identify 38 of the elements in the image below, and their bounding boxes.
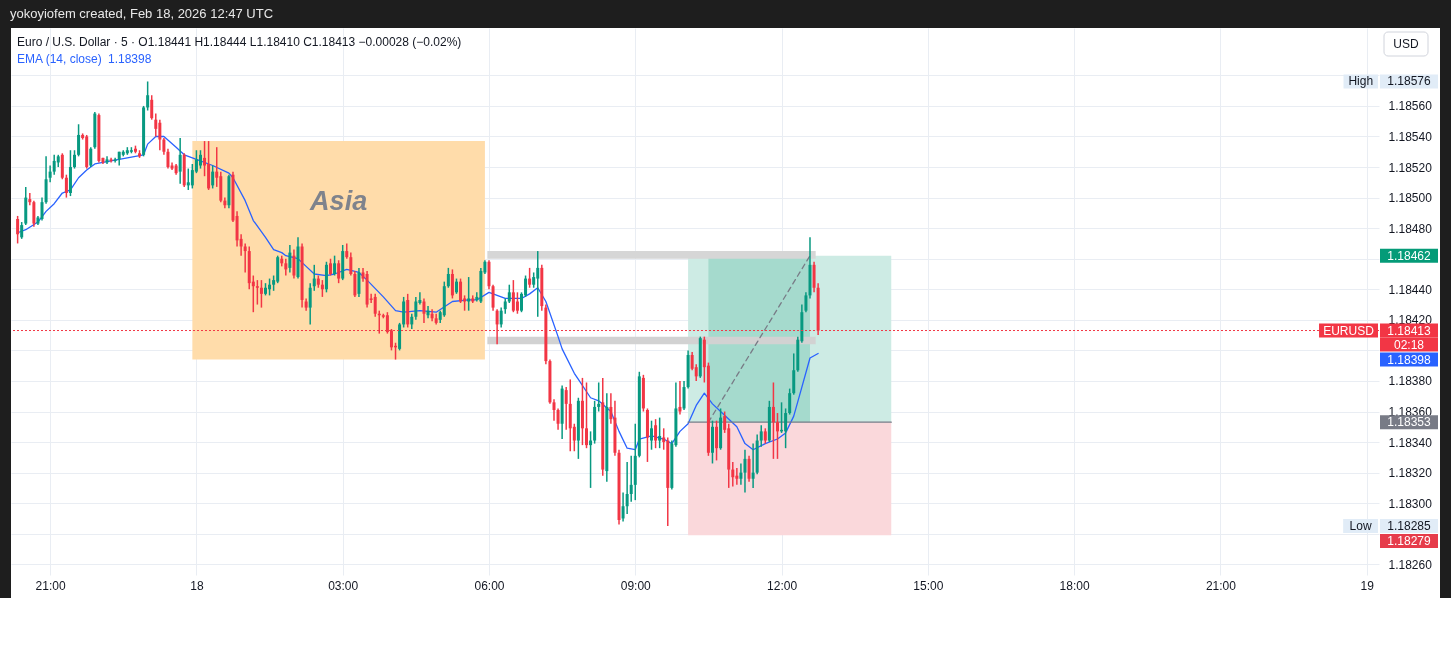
text: 1.18576 bbox=[1387, 74, 1432, 89]
y-tick-label: 1.18300 bbox=[1388, 496, 1433, 511]
y-tick-label: 1.18500 bbox=[1388, 191, 1433, 206]
x-tick-label: 12:00 bbox=[767, 578, 798, 593]
annotation: EURUSD bbox=[1323, 323, 1375, 338]
text: EMA (14, close) bbox=[17, 52, 102, 66]
text: yokoyiofem created, Feb 18, 2026 12:47 UTC bbox=[10, 6, 274, 21]
text: 1.18285 bbox=[1387, 519, 1432, 534]
y-tick-label: 1.18380 bbox=[1388, 374, 1433, 389]
text: 02:18 bbox=[1393, 337, 1425, 352]
x-tick-label: 06:00 bbox=[474, 578, 505, 593]
text: 1.18398 bbox=[1387, 352, 1431, 367]
x-tick-label: 19 bbox=[1360, 578, 1375, 593]
x-tick-label: 18:00 bbox=[1059, 578, 1090, 593]
x-tick-label: 18 bbox=[190, 578, 204, 593]
y-tick-label: 1.18440 bbox=[1388, 282, 1433, 297]
y-tick-label: 1.18480 bbox=[1388, 221, 1433, 236]
text: 1.18279 bbox=[1387, 534, 1432, 549]
annotation: Low bbox=[1349, 519, 1372, 534]
x-tick-label: 21:00 bbox=[35, 578, 66, 593]
y-tick-label: 1.18260 bbox=[1388, 557, 1433, 572]
text: Euro / U.S. Dollar · 5 · O1.18441 H1.18444 L1.18410 C1.18413 −0.00028 (−0.02%) bbox=[17, 35, 462, 49]
annotation: Asia bbox=[309, 186, 368, 217]
text: USD bbox=[1393, 37, 1419, 51]
text: 1.18413 bbox=[1387, 323, 1432, 338]
y-tick-label: 1.18520 bbox=[1388, 160, 1433, 175]
y-tick-label: 1.18340 bbox=[1388, 435, 1433, 450]
x-tick-label: 21:00 bbox=[1205, 578, 1237, 593]
annotation: 1.18398 bbox=[107, 52, 152, 66]
x-tick-label: 03:00 bbox=[328, 578, 359, 593]
text: 1.18462 bbox=[1387, 248, 1432, 263]
text: 1.18353 bbox=[1387, 415, 1432, 430]
x-tick-label: 15:00 bbox=[913, 578, 944, 593]
x-tick-label: 09:00 bbox=[620, 578, 652, 593]
annotation: High bbox=[1348, 74, 1374, 89]
y-tick-label: 1.18320 bbox=[1388, 466, 1433, 481]
y-tick-label: 1.18540 bbox=[1388, 129, 1433, 144]
y-tick-label: 1.18560 bbox=[1388, 99, 1433, 114]
